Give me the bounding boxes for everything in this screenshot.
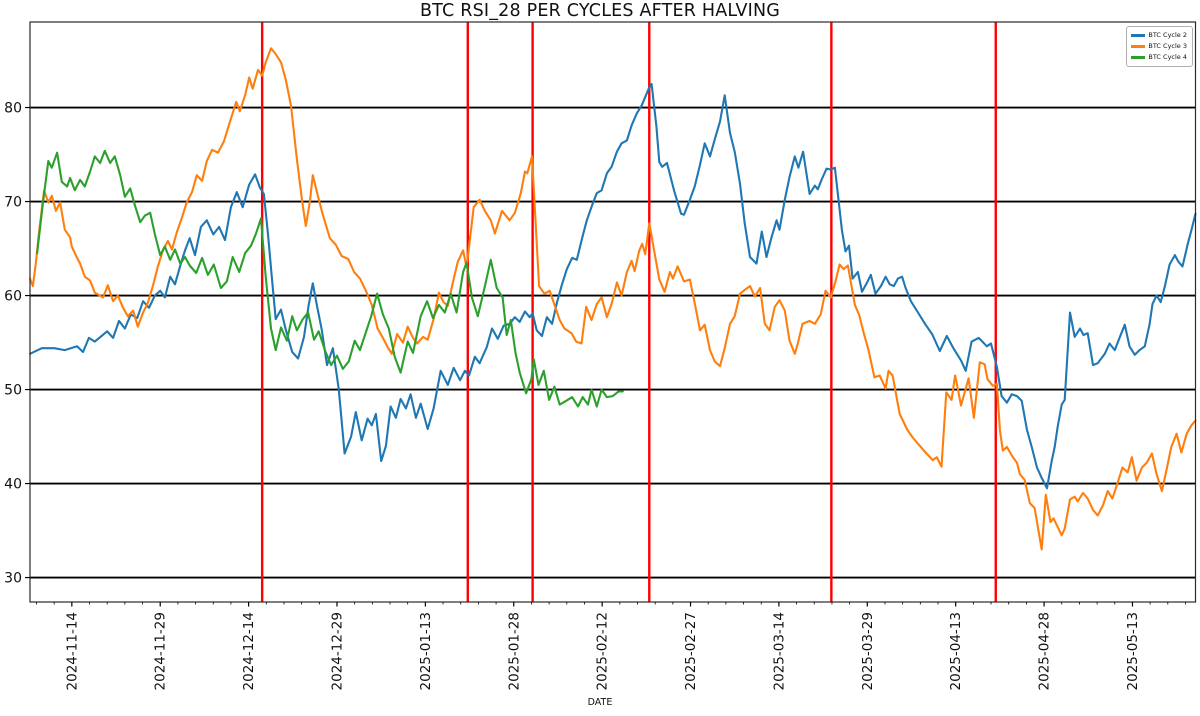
x-tick-label-2025-03-14: 2025-03-14	[771, 612, 787, 690]
x-axis-title: DATE	[587, 697, 613, 708]
x-tick-label-2025-02-12: 2025-02-12	[595, 612, 611, 690]
x-tick-label-2024-11-14: 2024-11-14	[64, 612, 80, 690]
series-line-btc-cycle-2	[28, 82, 1197, 490]
cycle-2-line-swatch	[1131, 34, 1146, 37]
y-tick-label-60: 60	[4, 289, 22, 305]
x-tick-label-2025-04-13: 2025-04-13	[948, 612, 964, 690]
series-line-btc-cycle-3	[28, 47, 1197, 551]
chart-title: BTC RSI_28 PER CYCLES AFTER HALVING	[419, 1, 781, 21]
legend-box: BTC Cycle 2 BTC Cycle 3 BTC Cycle 4	[1126, 26, 1193, 67]
cycle-4-line-swatch	[1131, 56, 1146, 59]
x-tick-label-2025-01-13: 2025-01-13	[418, 612, 434, 690]
y-tick-label-70: 70	[4, 195, 22, 211]
legend-item-cycle-3: BTC Cycle 3	[1131, 41, 1187, 52]
y-tick-label-50: 50	[4, 383, 22, 399]
legend-label: BTC Cycle 3	[1148, 42, 1187, 50]
plot-border	[29, 21, 1197, 603]
x-tick-label-2024-12-14: 2024-12-14	[241, 612, 257, 690]
x-tick-label-2025-04-28: 2025-04-28	[1037, 612, 1053, 690]
y-tick-label-80: 80	[4, 101, 22, 117]
y-tick-label-30: 30	[4, 571, 22, 587]
x-tick-label-2025-05-13: 2025-05-13	[1125, 612, 1141, 690]
cycle-3-line-swatch	[1131, 45, 1146, 48]
x-tick-label-2025-01-28: 2025-01-28	[506, 612, 522, 690]
legend-item-cycle-4: BTC Cycle 4	[1131, 52, 1187, 63]
series-line-btc-cycle-4	[36, 149, 624, 408]
x-tick-label-2025-02-27: 2025-02-27	[683, 612, 699, 690]
y-tick-label-40: 40	[4, 477, 22, 493]
legend-item-cycle-2: BTC Cycle 2	[1131, 30, 1187, 41]
x-tick-label-2024-11-29: 2024-11-29	[153, 612, 169, 690]
x-tick-label-2025-03-29: 2025-03-29	[860, 612, 876, 690]
legend-label: BTC Cycle 4	[1148, 53, 1187, 61]
x-tick-label-2024-12-29: 2024-12-29	[329, 612, 345, 690]
legend-label: BTC Cycle 2	[1148, 31, 1187, 39]
